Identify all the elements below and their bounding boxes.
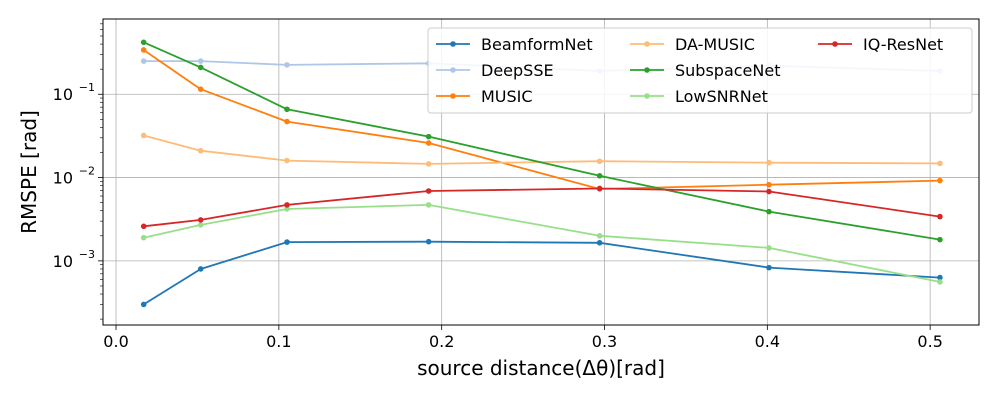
legend: BeamformNet DeepSSE MUSIC DA-MUSIC SubspaceN… — [427, 27, 973, 114]
data-point — [937, 279, 943, 285]
data-point — [197, 266, 204, 272]
data-point — [596, 233, 603, 239]
x-tick-label: 0.3 — [592, 332, 617, 351]
data-point — [284, 239, 290, 245]
data-point — [596, 172, 603, 179]
legend-label: MUSIC — [481, 87, 533, 106]
legend-label: SubspaceNet — [675, 61, 780, 80]
legend-swatch-marker — [450, 41, 456, 47]
data-point — [140, 39, 147, 46]
data-point — [766, 264, 772, 271]
y-tick-label: 10 — [53, 85, 73, 104]
plot-frame — [102, 18, 980, 326]
data-point — [425, 140, 432, 146]
data-point — [140, 47, 147, 53]
legend-swatch-marker — [832, 41, 838, 47]
data-point — [425, 202, 432, 208]
data-point — [937, 160, 943, 167]
data-point — [284, 118, 290, 125]
legend-label: DeepSSE — [481, 61, 554, 80]
data-point — [197, 64, 204, 71]
series-layer — [140, 39, 943, 308]
data-point — [937, 236, 943, 243]
data-point — [766, 245, 772, 251]
data-point — [197, 58, 204, 64]
x-tick-label: 0.4 — [755, 332, 780, 351]
x-tick-label: 0.2 — [429, 332, 454, 351]
legend-label: DA-MUSIC — [675, 35, 755, 54]
data-point — [596, 239, 603, 246]
data-point — [140, 301, 147, 308]
y-tick-exponent: −2 — [79, 165, 95, 178]
series-subspacenet — [140, 39, 943, 243]
series-music — [140, 47, 943, 192]
data-point — [197, 217, 204, 223]
data-point — [596, 185, 603, 192]
legend-label: IQ-ResNet — [863, 35, 943, 54]
x-axis-label: source distance(Δθ)[rad] — [417, 356, 665, 380]
legend-swatch-marker — [644, 93, 650, 99]
y-tick-label: 10 — [53, 169, 73, 188]
data-point — [425, 161, 432, 167]
x-axis-ticks: 0.0 0.1 0.2 0.3 0.4 0.5 — [103, 325, 943, 351]
data-point — [425, 133, 432, 140]
data-point — [937, 274, 943, 281]
series-beamformnet — [140, 238, 943, 308]
legend-item: SubspaceNet — [630, 61, 780, 80]
legend-item: LowSNRNet — [630, 87, 768, 106]
legend-item: DA-MUSIC — [630, 35, 755, 54]
data-point — [766, 208, 772, 215]
y-tick-exponent: −3 — [79, 248, 95, 261]
series-lowsnrnet — [140, 202, 943, 285]
data-point — [284, 106, 290, 113]
legend-item: BeamformNet — [436, 35, 593, 54]
y-tick-base: 10 — [53, 169, 73, 188]
data-point — [140, 234, 147, 241]
data-point — [766, 188, 772, 195]
legend-swatch-marker — [450, 67, 456, 73]
legend-label: LowSNRNet — [675, 87, 768, 106]
data-point — [197, 147, 204, 154]
data-point — [284, 157, 290, 164]
y-tick-label: 10 — [53, 252, 73, 271]
legend-item: IQ-ResNet — [818, 35, 943, 54]
data-point — [197, 222, 204, 228]
data-point — [937, 177, 943, 184]
x-tick-label: 0.0 — [103, 332, 128, 351]
y-tick-base: 10 — [53, 85, 73, 104]
series-da-music — [140, 132, 943, 167]
data-point — [425, 188, 432, 194]
x-tick-label: 0.1 — [266, 332, 291, 351]
y-axis-ticks: 10 −3 10 −2 10 −1 — [53, 23, 103, 320]
legend-item: DeepSSE — [436, 61, 554, 80]
data-point — [284, 206, 290, 212]
x-tick-label: 0.5 — [917, 332, 942, 351]
legend-swatch-marker — [450, 93, 456, 99]
legend-item: MUSIC — [436, 87, 533, 106]
legend-swatch-marker — [644, 41, 650, 47]
data-point — [140, 132, 147, 139]
data-point — [766, 159, 772, 166]
data-point — [766, 181, 772, 188]
data-point — [140, 223, 147, 230]
y-axis-label: RMSPE [rad] — [17, 110, 41, 234]
data-point — [284, 202, 290, 208]
data-point — [140, 58, 147, 64]
y-tick-base: 10 — [53, 252, 73, 271]
legend-box — [427, 27, 973, 114]
data-point — [425, 238, 432, 245]
y-tick-exponent: −1 — [79, 81, 95, 94]
data-point — [937, 213, 943, 220]
legend-swatch-marker — [644, 67, 650, 73]
series-iq-resnet — [140, 185, 943, 230]
data-point — [284, 62, 290, 68]
data-point — [596, 158, 603, 165]
legend-label: BeamformNet — [481, 35, 593, 54]
data-point — [197, 86, 204, 92]
